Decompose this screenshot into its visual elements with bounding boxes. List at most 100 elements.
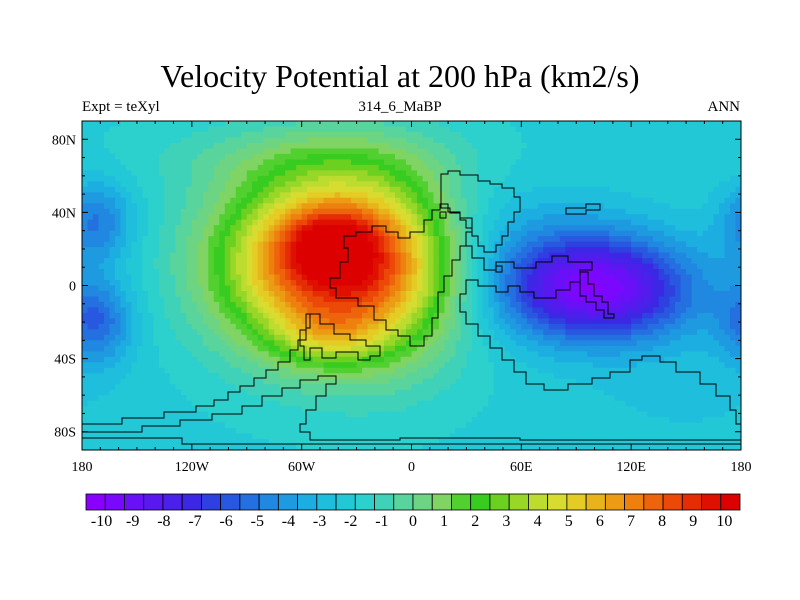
field-cell — [708, 258, 715, 265]
field-cell — [136, 296, 144, 303]
field-cell — [559, 192, 566, 199]
field-cell — [98, 340, 105, 347]
field-cell — [389, 142, 396, 150]
field-cell — [587, 159, 594, 166]
field-cell — [521, 181, 528, 188]
field-cell — [537, 142, 544, 150]
field-cell — [323, 312, 330, 319]
field-cell — [521, 170, 528, 177]
field-cell — [653, 192, 660, 199]
field-cell — [389, 164, 396, 171]
field-cell — [499, 307, 506, 314]
field-cell — [230, 203, 237, 210]
field-cell — [246, 323, 253, 330]
field-cell — [488, 296, 495, 303]
field-cell — [312, 126, 319, 133]
field-cell — [197, 258, 204, 265]
field-cell — [82, 170, 89, 177]
field-cell — [274, 164, 281, 171]
field-cell — [680, 329, 687, 336]
field-cell — [471, 126, 478, 133]
field-cell — [708, 203, 715, 210]
field-cell — [697, 307, 704, 314]
field-cell — [334, 121, 341, 128]
field-cell — [389, 197, 396, 204]
field-cell — [686, 197, 693, 204]
field-cell — [153, 197, 160, 204]
field-cell — [241, 181, 248, 188]
field-cell — [82, 208, 89, 215]
field-cell — [537, 208, 544, 215]
field-cell — [625, 175, 632, 182]
field-cell — [136, 148, 144, 155]
field-cell — [653, 274, 660, 281]
field-cell — [477, 137, 484, 144]
field-cell — [175, 175, 182, 182]
field-cell — [136, 247, 144, 254]
field-cell — [592, 269, 599, 276]
field-cell — [576, 197, 583, 204]
field-cell — [532, 329, 539, 336]
field-cell — [603, 131, 610, 139]
field-cell — [158, 252, 165, 259]
field-cell — [515, 153, 522, 160]
field-cell — [532, 186, 539, 193]
field-cell — [136, 225, 144, 232]
field-cell — [268, 181, 275, 188]
field-cell — [477, 280, 484, 287]
field-cell — [499, 219, 506, 226]
field-cell — [158, 153, 165, 160]
field-cell — [713, 121, 720, 128]
field-cell — [427, 345, 435, 352]
field-cell — [186, 181, 193, 188]
field-cell — [147, 159, 154, 166]
field-cell — [125, 170, 133, 177]
field-cell — [296, 175, 303, 182]
field-cell — [609, 214, 616, 221]
field-cell — [241, 307, 248, 314]
field-cell — [92, 334, 100, 341]
field-cell — [532, 164, 539, 171]
field-cell — [537, 219, 544, 226]
field-cell — [521, 164, 528, 171]
field-cell — [103, 312, 111, 319]
field-cell — [153, 290, 160, 298]
field-cell — [702, 214, 709, 221]
field-cell — [246, 241, 253, 248]
field-cell — [499, 159, 506, 166]
field-cell — [384, 148, 391, 155]
field-cell — [587, 148, 594, 155]
field-cell — [730, 274, 737, 281]
field-cell — [554, 230, 561, 237]
field-cell — [427, 280, 435, 287]
field-cell — [702, 208, 709, 215]
field-cell — [246, 258, 253, 265]
field-cell — [378, 290, 385, 298]
field-cell — [669, 296, 676, 303]
field-cell — [675, 126, 682, 133]
field-cell — [158, 121, 165, 128]
field-cell — [219, 148, 226, 155]
field-cell — [730, 263, 737, 270]
field-cell — [669, 285, 676, 292]
field-cell — [675, 219, 682, 226]
field-cell — [735, 334, 741, 341]
field-cell — [224, 269, 231, 276]
field-cell — [504, 312, 511, 319]
field-cell — [109, 159, 116, 166]
field-cell — [735, 236, 741, 243]
field-cell — [334, 148, 341, 155]
field-cell — [691, 252, 698, 259]
field-cell — [433, 323, 440, 330]
field-cell — [120, 263, 127, 270]
field-cell — [208, 225, 215, 232]
field-cell — [614, 142, 621, 150]
field-cell — [548, 312, 555, 319]
field-cell — [230, 126, 237, 133]
field-cell — [625, 225, 632, 232]
field-cell — [697, 197, 704, 204]
field-cell — [224, 148, 231, 155]
field-cell — [614, 301, 621, 309]
field-cell — [175, 263, 182, 270]
field-cell — [257, 340, 264, 347]
